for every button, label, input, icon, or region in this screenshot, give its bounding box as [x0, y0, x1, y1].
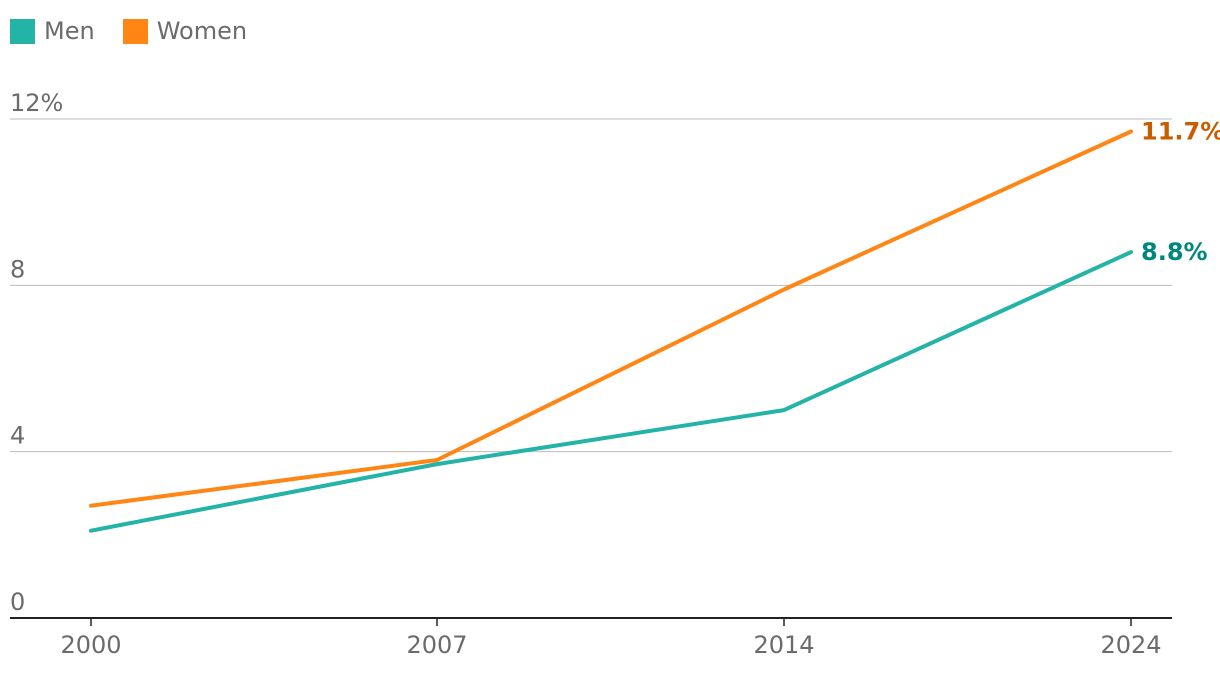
series-lines: [89, 129, 1133, 533]
x-tick-label: 2000: [60, 631, 121, 659]
legend-item-women: Women: [122, 16, 248, 46]
y-axis-tick-labels: 0 4 8 12%: [10, 89, 63, 616]
x-tick-label: 2007: [406, 631, 467, 659]
gridlines: [10, 118, 1172, 453]
y-tick-label: 8: [10, 255, 25, 283]
legend-swatch-women: [122, 18, 148, 44]
legend-swatch-men: [10, 18, 35, 44]
legend-item-men: Men: [10, 16, 95, 46]
end-label-men: 8.8%: [1141, 238, 1208, 266]
y-tick-label: 0: [10, 588, 25, 616]
x-tick-label: 2014: [753, 631, 814, 659]
series-line-women: [89, 129, 1133, 508]
end-labels: 8.8% 11.7%: [1141, 117, 1220, 266]
legend-label-women: Women: [156, 17, 248, 45]
legend-label-men: Men: [44, 17, 95, 45]
end-label-women: 11.7%: [1141, 117, 1220, 145]
x-tick-label: 2024: [1100, 631, 1161, 659]
y-tick-label: 4: [10, 422, 25, 450]
series-line-men: [89, 250, 1133, 533]
x-axis: 2000 2007 2014 2024: [10, 617, 1172, 659]
legend: Men Women: [10, 16, 275, 46]
y-tick-label: 12%: [10, 89, 63, 117]
